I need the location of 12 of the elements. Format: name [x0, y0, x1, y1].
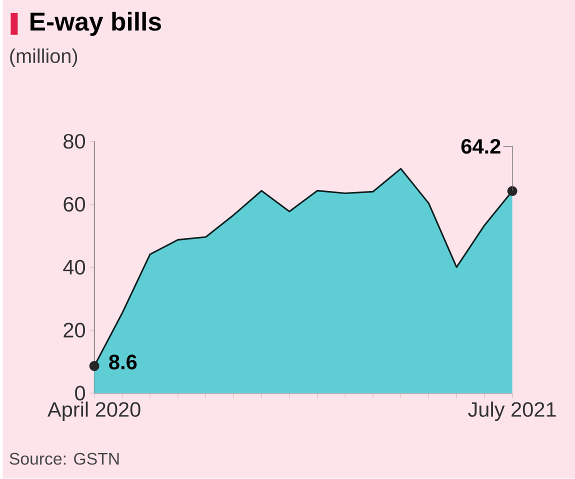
x-tick-label: April 2020 — [47, 402, 140, 422]
y-tick-label: 20 — [64, 322, 86, 338]
source-note: Source: GSTN — [10, 452, 119, 465]
y-axis-title: (million) — [10, 48, 78, 68]
y-tick-label: 40 — [63, 260, 86, 275]
chart-title: E-way bills — [30, 12, 162, 36]
y-tick-label: 80 — [64, 134, 86, 149]
y-tick-label: 0 — [75, 386, 86, 401]
x-tick-label: July 2021 — [468, 402, 556, 422]
annotation: 64.2 — [461, 139, 500, 154]
y-tick-label: 60 — [64, 197, 86, 212]
annotation: 8.6 — [109, 354, 137, 370]
